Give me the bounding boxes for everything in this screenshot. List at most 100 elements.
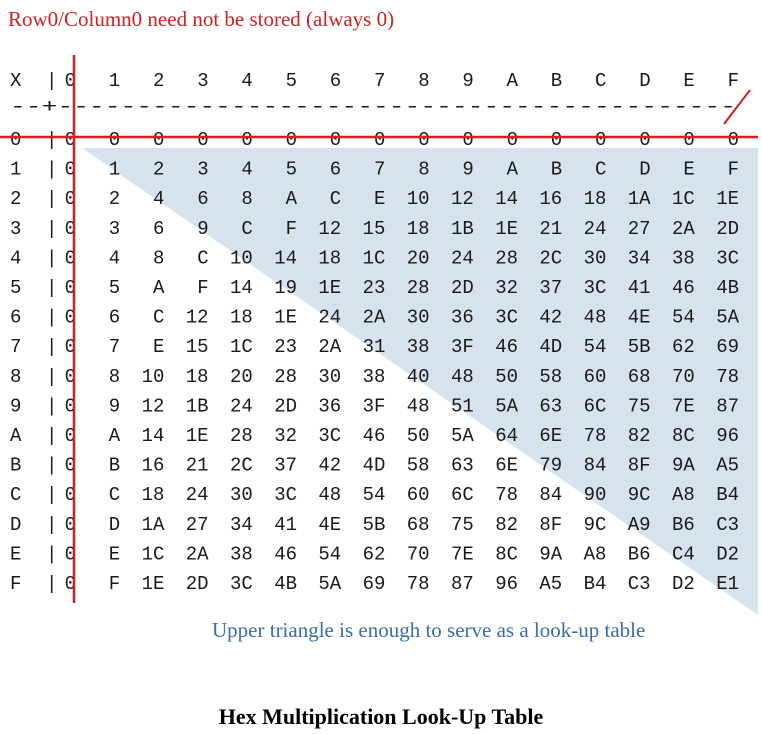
table-cell: 50 (407, 425, 430, 447)
table-row: C | 0 C 18 24 30 3C 48 54 60 6C 78 84 90 9C A8 B4 (10, 484, 739, 506)
table-cell: 9C (628, 484, 651, 506)
table-cell: 8C (495, 543, 518, 565)
table-cell: 28 (274, 366, 297, 388)
table-cell: F (109, 573, 120, 595)
table-cell: 0 (65, 159, 76, 181)
row-label-F: F (10, 573, 21, 595)
table-cell: 18 (407, 218, 430, 240)
table-cell: 70 (672, 366, 695, 388)
table-cell: 0 (286, 129, 297, 151)
column-header-4: 4 (241, 70, 252, 92)
row-label-8: 8 (10, 366, 21, 388)
table-cell: 0 (65, 514, 76, 536)
table-cell: F (197, 277, 208, 299)
table-cell: A (153, 277, 165, 299)
table-cell: 3F (451, 336, 474, 358)
table-cell: D (639, 159, 650, 181)
column-header-A: A (507, 70, 519, 92)
table-cell: 38 (363, 366, 386, 388)
row-bar: | (46, 484, 57, 506)
table-cell: 10 (142, 366, 165, 388)
table-cell: A (507, 159, 519, 181)
table-row: B | 0 B 16 21 2C 37 42 4D 58 63 6E 79 84 8F 9A A5 (10, 455, 739, 477)
table-cell: C (330, 188, 341, 210)
table-cell: 0 (65, 247, 76, 269)
table-cell: 0 (374, 129, 385, 151)
column-header-F: F (728, 70, 739, 92)
table-row: 5 | 0 5 A F 14 19 1E 23 28 2D 32 37 3C 41 46 4B (10, 277, 739, 299)
table-cell: 46 (363, 425, 386, 447)
table-cell: 28 (495, 247, 518, 269)
table-cell: A5 (539, 573, 562, 595)
table-cell: A9 (628, 514, 651, 536)
table-cell: 78 (584, 425, 607, 447)
table-cell: 21 (539, 218, 562, 240)
table-cell: 68 (407, 514, 430, 536)
table-cell: 24 (584, 218, 607, 240)
table-cell: 1E (186, 425, 209, 447)
column-header-7: 7 (374, 70, 385, 92)
table-cell: 1A (628, 188, 651, 210)
table-cell: B (551, 159, 562, 181)
table-cell: 87 (451, 573, 474, 595)
table-cell: 6 (153, 218, 164, 240)
table-row: F | 0 F 1E 2D 3C 4B 5A 69 78 87 96 A5 B4 C3 D2 E1 (10, 573, 739, 595)
table-cell: 2C (539, 247, 562, 269)
table-cell: 2C (230, 455, 253, 477)
table-cell: 4 (241, 159, 252, 181)
table-cell: 54 (584, 336, 607, 358)
table-cell: 21 (186, 455, 209, 477)
table-cell: 23 (274, 336, 297, 358)
table-cell: 18 (584, 188, 607, 210)
table-cell: 3F (363, 395, 386, 417)
table-cell: 38 (672, 247, 695, 269)
table-cell: 0 (330, 129, 341, 151)
table-cell: 2D (186, 573, 209, 595)
column-header-5: 5 (286, 70, 297, 92)
row-label-3: 3 (10, 218, 21, 240)
row-bar: | (46, 395, 57, 417)
table-cell: 2D (274, 395, 297, 417)
table-row: 2 | 0 2 4 6 8 A C E 10 12 14 16 18 1A 1C 1E (10, 188, 739, 210)
table-cell: 5 (109, 277, 120, 299)
table-cell: 3C (230, 573, 253, 595)
table-cell: 7E (451, 543, 474, 565)
table-cell: 3C (274, 484, 297, 506)
table-cell: 24 (318, 307, 341, 329)
table-row: 4 | 0 4 8 C 10 14 18 1C 20 24 28 2C 30 34 38 3C (10, 247, 739, 269)
table-cell: 1E (142, 573, 165, 595)
table-cell: 2 (153, 159, 164, 181)
table-cell: E (109, 543, 120, 565)
table-cell: C (197, 247, 208, 269)
table-cell: 31 (363, 336, 386, 358)
row-bar: | (46, 455, 57, 477)
row-bar: | (46, 247, 57, 269)
table-cell: 0 (462, 129, 473, 151)
table-row: 0 | 0 0 0 0 0 0 0 0 0 0 0 0 0 0 0 0 (10, 129, 739, 151)
table-cell: 6 (197, 188, 208, 210)
row-bar: | (46, 573, 57, 595)
table-cell: C4 (672, 543, 695, 565)
table-cell: 4 (153, 188, 164, 210)
row-label-C: C (10, 484, 21, 506)
row-bar: | (46, 336, 57, 358)
table-cell: 46 (274, 543, 297, 565)
table-cell: 46 (672, 277, 695, 299)
table-cell: D2 (672, 573, 695, 595)
table-cell: 82 (495, 514, 518, 536)
table-cell: 69 (716, 336, 739, 358)
table-cell: C (153, 307, 164, 329)
table-cell: 4D (539, 336, 562, 358)
table-cell: 34 (628, 247, 651, 269)
table-cell: 2A (672, 218, 695, 240)
table-row: 7 | 0 7 E 15 1C 23 2A 31 38 3F 46 4D 54 5B 62 69 (10, 336, 739, 358)
table-row: A | 0 A 14 1E 28 32 3C 46 50 5A 64 6E 78 82 8C 96 (10, 425, 739, 447)
table-cell: 1C (142, 543, 165, 565)
table-cell: 15 (363, 218, 386, 240)
corner-label: X (10, 70, 22, 92)
table-cell: 9 (109, 395, 120, 417)
table-cell: 84 (539, 484, 562, 506)
table-cell: 30 (230, 484, 253, 506)
table-cell: 0 (65, 455, 76, 477)
table-cell: 0 (65, 307, 76, 329)
